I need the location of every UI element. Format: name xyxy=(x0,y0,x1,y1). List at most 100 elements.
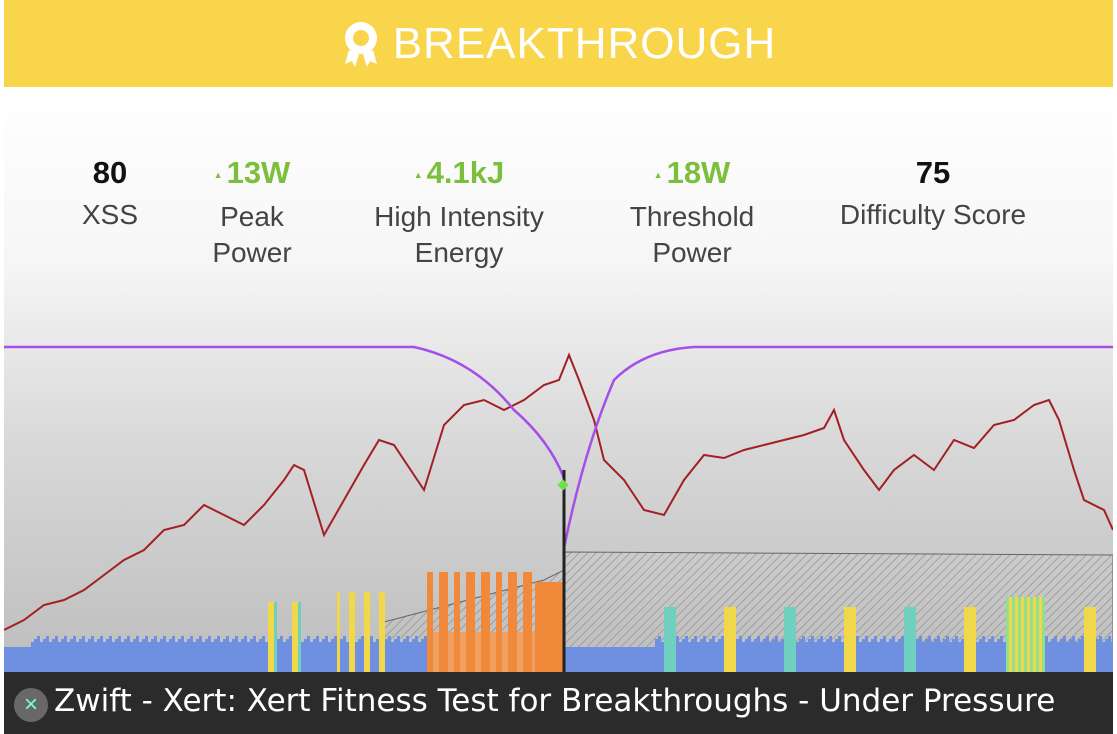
power-bar xyxy=(466,572,469,672)
power-bar xyxy=(355,642,358,672)
power-bar xyxy=(28,647,31,672)
power-bar xyxy=(388,636,391,672)
power-bar xyxy=(430,572,433,672)
power-bar xyxy=(1054,636,1057,672)
power-bar xyxy=(637,647,640,672)
power-bar xyxy=(427,572,430,672)
power-bar xyxy=(838,636,841,672)
power-bar xyxy=(379,592,382,672)
power-bar xyxy=(37,636,40,672)
power-bar xyxy=(94,642,97,672)
power-bar xyxy=(397,636,400,672)
power-bar xyxy=(241,639,244,672)
stat-difficulty-score: 75 Difficulty Score xyxy=(840,155,1026,233)
power-bar xyxy=(274,602,277,672)
power-bar xyxy=(652,647,655,672)
power-bar xyxy=(400,642,403,672)
power-bar xyxy=(889,639,892,672)
power-bar xyxy=(1111,642,1113,672)
power-bar xyxy=(721,636,724,672)
power-bar xyxy=(361,636,364,672)
power-bar xyxy=(415,636,418,672)
power-bar xyxy=(538,582,541,672)
power-bar xyxy=(928,636,931,672)
power-bar xyxy=(964,607,967,672)
power-bar xyxy=(715,642,718,672)
power-bar xyxy=(604,647,607,672)
power-bar xyxy=(43,639,46,672)
power-bar xyxy=(34,639,37,672)
power-bar xyxy=(541,582,544,672)
power-bar xyxy=(166,642,169,672)
power-bar xyxy=(64,636,67,672)
power-bar xyxy=(1096,639,1099,672)
power-bar xyxy=(208,636,211,672)
power-bar xyxy=(139,642,142,672)
power-bar xyxy=(700,639,703,672)
power-bar xyxy=(856,636,859,672)
power-bar xyxy=(301,642,304,672)
power-bar xyxy=(460,632,463,672)
power-bar xyxy=(667,607,670,672)
power-bar xyxy=(286,639,289,672)
power-bar xyxy=(130,642,133,672)
power-bar xyxy=(1015,597,1018,672)
stat-label: Peak Power xyxy=(212,200,292,268)
power-bar xyxy=(814,642,817,672)
power-bar xyxy=(295,602,298,672)
power-bar xyxy=(199,636,202,672)
power-bar xyxy=(826,639,829,672)
power-bar xyxy=(319,642,322,672)
power-bar xyxy=(511,572,514,672)
power-bar xyxy=(406,636,409,672)
power-bar xyxy=(859,642,862,672)
power-bar xyxy=(1021,597,1024,672)
power-bar xyxy=(352,592,355,672)
power-bar xyxy=(841,642,844,672)
power-bar xyxy=(85,642,88,672)
power-bar xyxy=(205,639,208,672)
power-bar xyxy=(943,639,946,672)
power-bar xyxy=(967,607,970,672)
power-bar xyxy=(1042,597,1045,672)
power-bar xyxy=(574,647,577,672)
power-bar xyxy=(382,592,385,672)
power-bar xyxy=(82,636,85,672)
power-bar xyxy=(1045,636,1048,672)
power-bar xyxy=(1006,597,1009,672)
power-bar xyxy=(487,572,490,672)
stat-label: Difficulty Score xyxy=(839,199,1027,230)
power-bar xyxy=(58,642,61,672)
power-bar xyxy=(196,639,199,672)
power-bar xyxy=(781,639,784,672)
power-bar xyxy=(433,632,436,672)
power-bar xyxy=(1084,607,1087,672)
power-bar xyxy=(757,636,760,672)
stat-label: High Intensity Energy xyxy=(374,200,544,268)
power-bar xyxy=(31,642,34,672)
power-bar xyxy=(1012,597,1015,672)
power-bar xyxy=(457,572,460,672)
power-bar xyxy=(1081,636,1084,672)
close-icon[interactable]: × xyxy=(14,688,48,722)
power-bar xyxy=(646,647,649,672)
power-bar xyxy=(736,639,739,672)
power-bar xyxy=(745,639,748,672)
power-bar xyxy=(520,632,523,672)
power-bar xyxy=(4,647,7,672)
power-bar xyxy=(454,572,457,672)
power-bar xyxy=(124,639,127,672)
power-bar xyxy=(97,639,100,672)
power-bar xyxy=(790,607,793,672)
power-bar xyxy=(271,602,274,672)
power-bar xyxy=(685,636,688,672)
power-bar xyxy=(133,639,136,672)
power-bar xyxy=(772,639,775,672)
power-bar xyxy=(979,639,982,672)
power-bar xyxy=(307,636,310,672)
power-bar xyxy=(742,642,745,672)
power-bar xyxy=(214,639,217,672)
power-bar xyxy=(811,636,814,672)
power-bar xyxy=(514,572,517,672)
power-bar xyxy=(232,639,235,672)
